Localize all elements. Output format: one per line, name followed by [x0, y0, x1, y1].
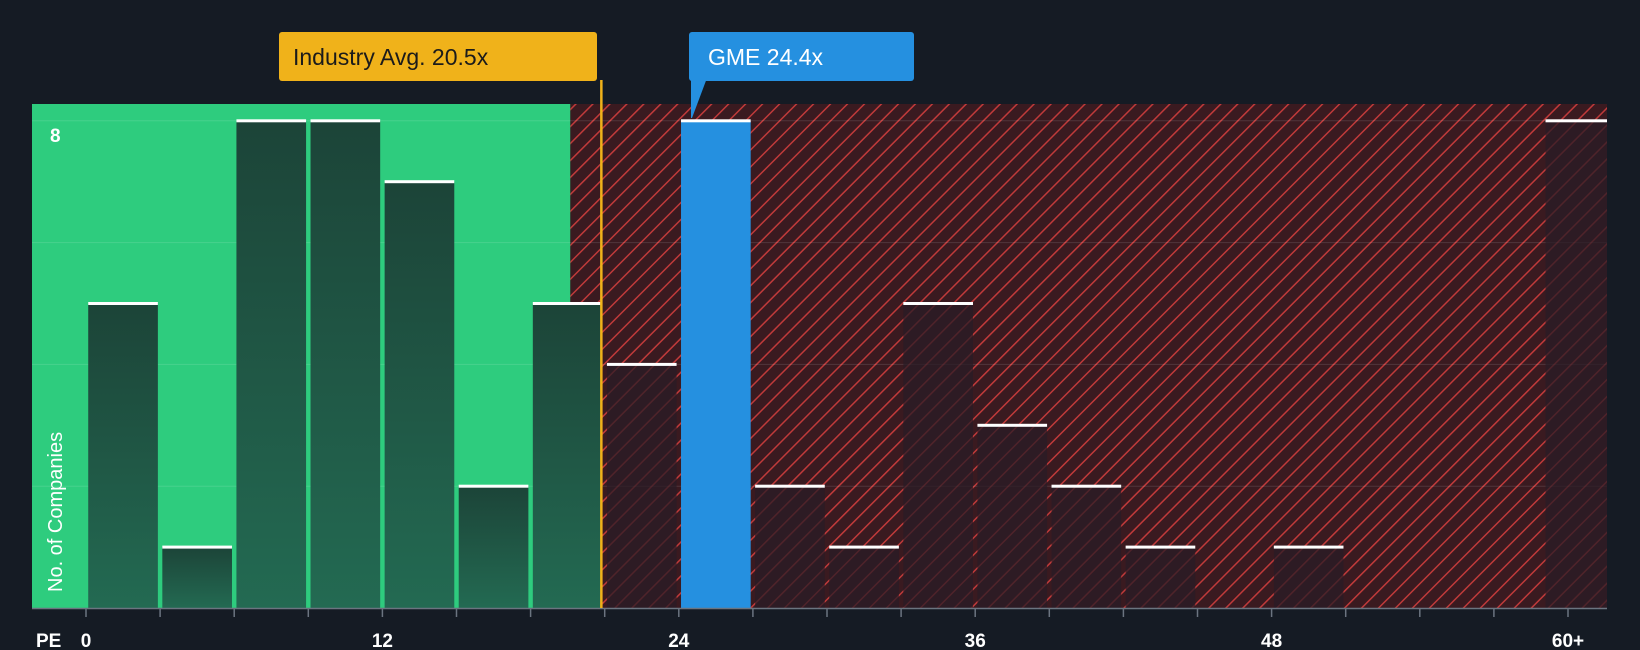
- company-pe-box: [689, 32, 914, 81]
- histogram-bar: [1273, 547, 1344, 608]
- histogram-bar: [829, 547, 899, 608]
- company-pe-label: GME 24.4x: [708, 44, 824, 70]
- company-pe-callout: GME 24.4x: [689, 32, 914, 118]
- marker-lines: [32, 80, 1607, 610]
- histogram-bar: [384, 181, 455, 608]
- histogram-bar: [310, 120, 381, 609]
- histogram-bar: [977, 425, 1048, 608]
- bar-cap: [903, 302, 973, 305]
- x-tick-labels: 0 12 24 36 48 60+: [81, 608, 1584, 650]
- x-tick-label: 12: [372, 631, 393, 650]
- histogram-bar: [681, 120, 751, 609]
- bar-cap: [532, 302, 603, 305]
- bar-cap: [88, 302, 158, 305]
- bar-cap: [1273, 545, 1344, 549]
- histogram-bar: [1051, 486, 1122, 608]
- bar-cap: [384, 180, 455, 184]
- bar-cap: [162, 545, 232, 549]
- histogram-bar: [88, 303, 158, 608]
- bar-cap: [310, 119, 381, 123]
- x-tick-label: 24: [668, 631, 690, 650]
- bar-cap: [1051, 484, 1122, 488]
- industry-average-box: [279, 32, 597, 81]
- histogram-bar: [1545, 120, 1607, 609]
- industry-average-callout: Industry Avg. 20.5x: [279, 32, 597, 81]
- histogram-bars: [88, 119, 1607, 609]
- x-tick-label: 36: [965, 631, 986, 650]
- x-tick-label: 0: [81, 631, 92, 650]
- histogram-bar: [236, 120, 307, 609]
- x-tick-label: 60+: [1552, 631, 1584, 650]
- bar-cap: [755, 484, 825, 488]
- bar-cap: [458, 484, 529, 488]
- y-tick-label: 8: [50, 126, 61, 147]
- y-axis-label: No. of Companies: [45, 432, 67, 592]
- histogram-bar: [1125, 547, 1196, 608]
- histogram-bar: [606, 364, 677, 608]
- industry-average-label: Industry Avg. 20.5x: [293, 44, 489, 70]
- x-axis-label: PE: [36, 631, 61, 650]
- histogram-bar: [162, 547, 232, 608]
- bar-cap: [829, 545, 899, 549]
- bar-cap: [977, 423, 1048, 427]
- bar-cap: [606, 362, 677, 366]
- x-axis: PE 0 12 24 36 48 60+: [36, 608, 1584, 650]
- histogram-bar: [532, 303, 603, 608]
- histogram-bar: [755, 486, 825, 608]
- bar-cap: [236, 119, 307, 123]
- bar-cap: [1125, 545, 1196, 549]
- x-tick-label: 48: [1261, 631, 1282, 650]
- histogram-bar: [458, 486, 529, 608]
- bar-cap: [681, 119, 751, 123]
- bar-cap: [1545, 119, 1607, 123]
- company-pe-pointer: [691, 78, 707, 118]
- histogram-bar: [903, 303, 973, 608]
